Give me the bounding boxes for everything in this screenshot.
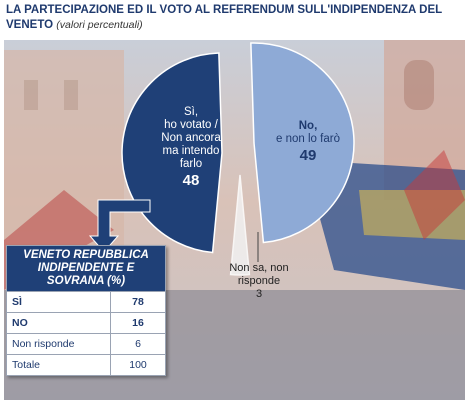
- label-no-line: No,: [298, 120, 318, 132]
- table-header: VENETO REPUBBLICA INDIPENDENTE E SOVRANA…: [6, 245, 166, 292]
- table-row: Totale 100: [6, 354, 166, 376]
- row-label: NO: [6, 312, 111, 334]
- label-yes-line: ho votato /: [164, 119, 218, 131]
- pie-slice-no: [250, 42, 355, 244]
- label-yes-line: ma intendo: [162, 145, 220, 157]
- slice-label-no: No, e non lo farò 49: [268, 120, 348, 165]
- pie-slice-no-answer: [229, 174, 251, 276]
- row-label: Non risponde: [6, 333, 111, 355]
- row-value: 100: [110, 354, 166, 376]
- label-yes-line: Sì,: [183, 106, 199, 118]
- label-no-line: e non lo farò: [276, 133, 340, 145]
- table-row: SÌ 78: [6, 291, 166, 313]
- label-yes-line: farlo: [179, 158, 203, 170]
- label-yes-line: Non ancora: [161, 132, 221, 144]
- row-value: 16: [110, 312, 166, 334]
- arrow-icon: [88, 199, 151, 253]
- title-text: LA PARTECIPAZIONE ED IL VOTO AL REFEREND…: [6, 4, 442, 31]
- row-label: Totale: [6, 354, 111, 376]
- slice-label-no-answer: Non sa, non risponde 3: [216, 262, 302, 301]
- table-row: NO 16: [6, 312, 166, 334]
- label-no-answer-line: risponde: [237, 275, 281, 287]
- label-no-answer-value: 3: [255, 288, 263, 300]
- row-value: 78: [110, 291, 166, 313]
- label-no-value: 49: [299, 147, 317, 164]
- row-label: SÌ: [6, 291, 111, 313]
- row-value: 6: [110, 333, 166, 355]
- label-no-answer-line: Non sa, non: [229, 262, 289, 274]
- table-row: Non risponde 6: [6, 333, 166, 355]
- label-yes-value: 48: [182, 172, 200, 189]
- results-table: VENETO REPUBBLICA INDIPENDENTE E SOVRANA…: [6, 245, 166, 376]
- chart-title: LA PARTECIPAZIONE ED IL VOTO AL REFEREND…: [6, 3, 466, 33]
- chart-subtitle: (valori percentuali): [56, 19, 143, 31]
- slice-label-yes: Sì, ho votato / Non ancora ma intendo farlo 4…: [150, 106, 232, 190]
